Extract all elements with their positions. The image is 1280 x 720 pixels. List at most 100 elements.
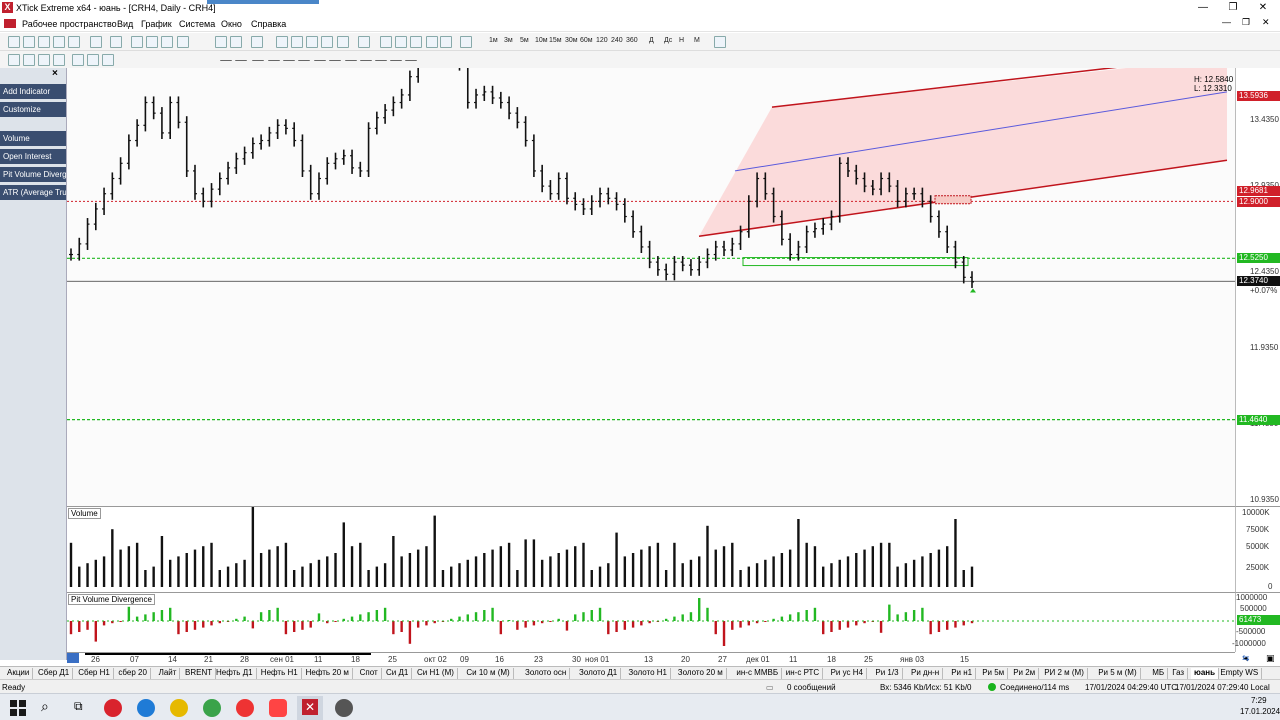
- workspace-tab[interactable]: Ри 5 м (М): [1095, 668, 1141, 679]
- close-button[interactable]: ✕: [1258, 2, 1268, 13]
- sync-icon[interactable]: [714, 36, 726, 48]
- dom-icon[interactable]: [161, 36, 173, 48]
- workspace-tab[interactable]: Ри н1: [948, 668, 977, 679]
- grid-icon[interactable]: [131, 36, 143, 48]
- menu-chart[interactable]: График: [141, 19, 172, 29]
- price-chart-canvas[interactable]: [67, 68, 1235, 506]
- menu-view[interactable]: Вид: [117, 19, 134, 29]
- pvd-panel[interactable]: Pit Volume Divergence: [67, 592, 1235, 652]
- workspace-tab[interactable]: Золото Д1: [576, 668, 622, 679]
- workspace-tab[interactable]: Газ: [1169, 668, 1189, 679]
- timeframe-13[interactable]: М: [694, 37, 700, 44]
- workspace-tab[interactable]: Акции: [4, 668, 34, 679]
- channel-icon[interactable]: [283, 54, 295, 61]
- indicator-icon[interactable]: [291, 36, 303, 48]
- mdi-minimize-button[interactable]: —: [1222, 17, 1231, 27]
- timeframe-11[interactable]: Дс: [664, 37, 673, 44]
- restore-button[interactable]: ❐: [1228, 2, 1238, 13]
- timeframe-9[interactable]: 360: [626, 37, 638, 44]
- timeframe-8[interactable]: 240: [611, 37, 623, 44]
- bar-chart-icon[interactable]: [23, 36, 35, 48]
- timeframe-2[interactable]: 5м: [520, 37, 529, 44]
- workspace-tab[interactable]: Ри ус Н4: [828, 668, 867, 679]
- workspace-tab[interactable]: Золото осн: [522, 668, 571, 679]
- time-axis[interactable]: 26 07 14 21 28 сен 01 11 18 25 окт 02 09 16 23 30 ноя …: [67, 652, 1248, 666]
- menu-system[interactable]: Система: [179, 19, 216, 29]
- close-chart-icon[interactable]: [358, 36, 370, 48]
- drawing-icon[interactable]: [68, 36, 80, 48]
- crop-icon[interactable]: [321, 36, 333, 48]
- indicator-pit-volume-divergence[interactable]: Pit Volume Divergence: [0, 167, 66, 182]
- shapes-icon[interactable]: [390, 54, 402, 61]
- workspace-tab[interactable]: Спот: [357, 668, 382, 679]
- timeframe-1[interactable]: 3м: [504, 37, 513, 44]
- workspace-tab[interactable]: Нефть Д1: [213, 668, 257, 679]
- chart-settings-icon[interactable]: [440, 36, 452, 48]
- workspace-tab[interactable]: Ри дн-н: [908, 668, 944, 679]
- edge-icon[interactable]: [137, 699, 155, 717]
- scroll-left-icon[interactable]: ◂: [1243, 653, 1248, 663]
- time-scrollbar[interactable]: [85, 653, 371, 655]
- workspace-tab[interactable]: Золото Н1: [625, 668, 671, 679]
- zoom-icon[interactable]: ⇆: [1242, 653, 1250, 663]
- xtick-task-active[interactable]: ✕: [297, 696, 323, 720]
- text-icon[interactable]: [375, 54, 387, 61]
- app-menu-icon[interactable]: [4, 19, 16, 28]
- fib-fan-icon[interactable]: [314, 54, 326, 61]
- workspace-tab[interactable]: ин-с РТС: [783, 668, 824, 679]
- layout-icon[interactable]: [87, 54, 99, 66]
- workspace-tab[interactable]: юань: [1191, 668, 1220, 679]
- mdi-close-button[interactable]: ✕: [1262, 17, 1270, 27]
- print-icon[interactable]: [110, 36, 122, 48]
- forward-icon[interactable]: [395, 36, 407, 48]
- candle-chart-icon[interactable]: [38, 36, 50, 48]
- add-indicator-button[interactable]: Add Indicator: [0, 84, 66, 99]
- workspace-tab[interactable]: Си Н1 (М): [414, 668, 458, 679]
- message-icon[interactable]: ▭: [766, 683, 774, 692]
- add-chart-icon[interactable]: [276, 36, 288, 48]
- minimize-button[interactable]: —: [1198, 2, 1208, 13]
- zoom-fit-icon[interactable]: [426, 36, 438, 48]
- pattern-icon[interactable]: [405, 54, 417, 61]
- menu-help[interactable]: Справка: [251, 19, 287, 29]
- workspace-tab[interactable]: BRENT: [182, 668, 217, 679]
- page-icon[interactable]: [90, 36, 102, 48]
- workspace-tab[interactable]: Сбер Н1: [75, 668, 114, 679]
- compare-icon[interactable]: [72, 54, 84, 66]
- timeframe-10[interactable]: Д: [649, 37, 654, 44]
- workspace-tab[interactable]: Ри 5м: [979, 668, 1009, 679]
- close-icon[interactable]: ×: [52, 68, 58, 79]
- back-icon[interactable]: [380, 36, 392, 48]
- workspace-tab[interactable]: Золото 20 м: [675, 668, 727, 679]
- price-axis[interactable]: 13.4350 12.9350 12.4350 11.9350 11.4350 …: [1235, 68, 1280, 506]
- indicators-icon[interactable]: [8, 54, 20, 66]
- delete-icon[interactable]: [337, 36, 349, 48]
- customize-button[interactable]: Customize: [0, 102, 66, 117]
- clock-time[interactable]: 7:29: [1251, 696, 1267, 705]
- status-messages[interactable]: 0 сообщений: [787, 683, 836, 692]
- timeframe-7[interactable]: 120: [596, 37, 608, 44]
- volume-panel[interactable]: Volume: [67, 506, 1235, 592]
- keyboard-icon[interactable]: [460, 36, 472, 48]
- templates-icon[interactable]: [23, 54, 35, 66]
- info-icon[interactable]: [251, 36, 263, 48]
- line-chart-icon[interactable]: [8, 36, 20, 48]
- yandex-browser-icon[interactable]: [236, 699, 254, 717]
- vline-icon[interactable]: [252, 54, 264, 61]
- chrome-icon[interactable]: [203, 699, 221, 717]
- opera-icon[interactable]: [104, 699, 122, 717]
- price-chart[interactable]: H: 12.5840 L: 12.3310: [67, 68, 1235, 506]
- workspace-tab[interactable]: Лайт: [156, 668, 181, 679]
- timeframe-4[interactable]: 15м: [549, 37, 562, 44]
- cursor-icon[interactable]: [220, 54, 232, 61]
- overlay-icon[interactable]: [53, 54, 65, 66]
- target-icon[interactable]: [306, 36, 318, 48]
- workspace-tab[interactable]: МБ: [1149, 668, 1169, 679]
- object-icon[interactable]: [102, 54, 114, 66]
- workspace-tab[interactable]: Нефть Н1: [258, 668, 302, 679]
- menu-workspace[interactable]: Рабочее пространство: [22, 19, 117, 29]
- fib-icon[interactable]: [298, 54, 310, 61]
- ts-icon[interactable]: [53, 36, 65, 48]
- pitchfork-icon[interactable]: [345, 54, 357, 61]
- lock-icon[interactable]: ▣: [1266, 653, 1275, 663]
